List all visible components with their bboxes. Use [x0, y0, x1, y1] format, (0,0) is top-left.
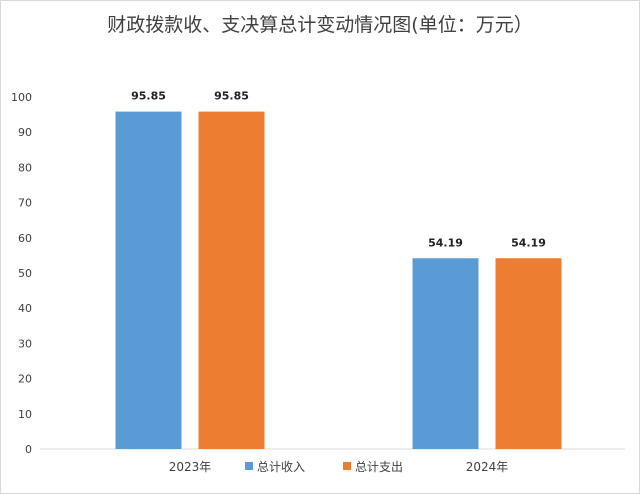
data-label: 95.85 [131, 90, 166, 103]
chart-title: 财政拨款收、支决算总计变动情况图(单位：万元） [107, 14, 533, 36]
legend-label: 总计收入 [257, 460, 305, 474]
y-tick-label: 40 [18, 302, 32, 315]
data-label: 95.85 [214, 90, 249, 103]
x-tick-label: 2023年 [169, 460, 212, 474]
legend-swatch [245, 462, 253, 470]
legend-label: 总计支出 [355, 460, 403, 474]
y-tick-label: 100 [11, 91, 32, 104]
bar-总计支出-2024年 [495, 258, 562, 449]
x-tick-label: 2024年 [466, 460, 509, 474]
y-tick-label: 80 [18, 161, 32, 174]
data-label: 54.19 [428, 236, 463, 249]
y-tick-label: 50 [18, 267, 32, 280]
y-tick-label: 10 [18, 408, 32, 421]
y-tick-label: 0 [25, 443, 32, 456]
y-tick-label: 70 [18, 197, 32, 210]
y-tick-label: 30 [18, 337, 32, 350]
legend-swatch [343, 462, 351, 470]
bar-总计收入-2024年 [412, 258, 479, 449]
y-tick-label: 90 [18, 126, 32, 139]
bar-总计收入-2023年 [115, 111, 182, 449]
data-label: 54.19 [511, 236, 546, 249]
y-tick-label: 20 [18, 373, 32, 386]
y-tick-label: 60 [18, 232, 32, 245]
bar-总计支出-2023年 [198, 111, 265, 449]
